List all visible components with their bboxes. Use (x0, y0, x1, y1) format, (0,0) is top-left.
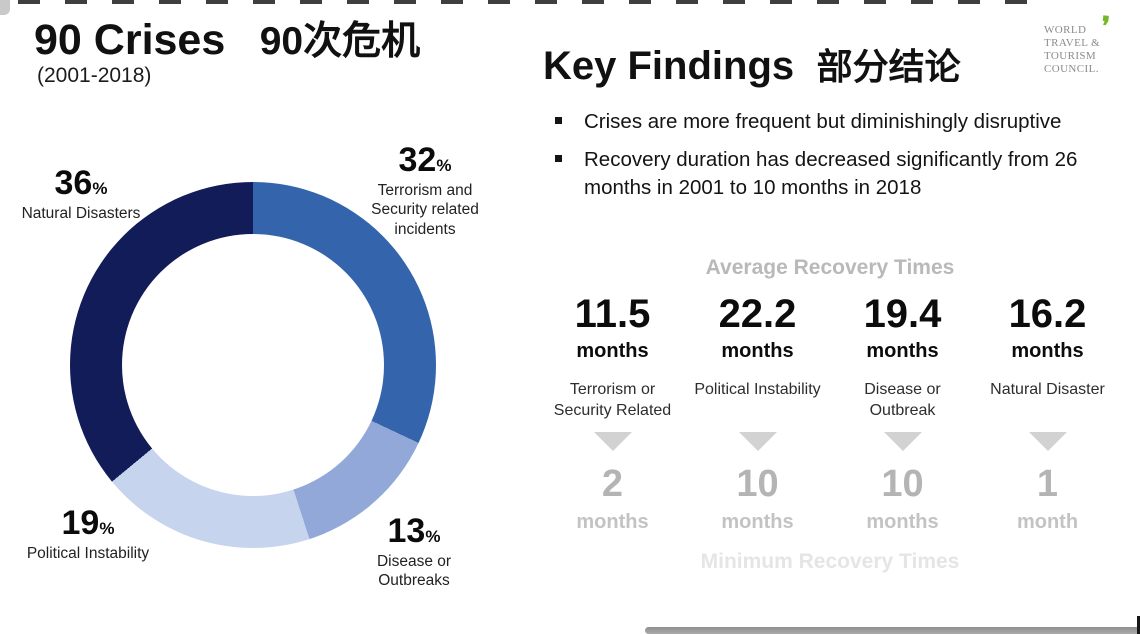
arrow-down-icon (738, 432, 777, 451)
callout-terrorism-percent: 32% (352, 143, 498, 177)
percent-sign: % (425, 527, 441, 546)
bullet-item: Crises are more frequent but diminishing… (552, 108, 1127, 135)
callout-disease-outbreaks-percent: 13% (343, 514, 485, 548)
percent-sign: % (436, 156, 452, 175)
category-label: Political Instability (694, 381, 821, 398)
wttc-logo: ❜ WORLD TRAVEL & TOURISM COUNCIL. (1044, 12, 1124, 76)
page-title: 90 Crises 90次危机 (34, 10, 420, 66)
average-unit: months (866, 340, 939, 362)
callout-terrorism-label: Terrorism and Security related incidents (371, 182, 479, 238)
callout-natural-disasters-label: Natural Disasters (21, 205, 141, 222)
category-label: Disease or Outbreak (864, 381, 941, 419)
minimum-recovery-heading: Minimum Recovery Times (700, 550, 960, 573)
key-findings-heading-zh: 部分结论 (816, 46, 961, 87)
average-value: 11.5 (574, 292, 651, 336)
average-unit: months (1011, 340, 1084, 362)
callout-political-instability-percent: 19% (17, 506, 159, 540)
percent-value: 13 (387, 512, 426, 550)
minimum-value: 10 (881, 463, 924, 505)
callout-natural-disasters-percent: 36% (11, 166, 151, 200)
donut-hole (122, 234, 384, 496)
minimum-value: 1 (1036, 463, 1059, 505)
recovery-column-disease: 19.4 months Disease or Outbreak 10 month… (830, 294, 975, 534)
percent-value: 36 (54, 164, 93, 202)
percent-sign: % (99, 519, 115, 538)
recovery-column-natural: 16.2 months Natural Disaster 1 month (975, 294, 1120, 534)
horizontal-scrollbar[interactable] (645, 627, 1140, 634)
average-value: 19.4 (863, 292, 942, 336)
percent-value: 32 (398, 141, 437, 179)
arrow-down-icon (1028, 432, 1067, 451)
top-left-corner-artifact (0, 0, 10, 15)
right-edge-artifact (1137, 616, 1140, 634)
minimum-unit: months (576, 511, 649, 533)
average-recovery-heading: Average Recovery Times (705, 256, 955, 279)
key-findings-bullets: Crises are more frequent but diminishing… (552, 108, 1127, 212)
average-value: 22.2 (718, 292, 797, 336)
percent-sign: % (92, 179, 108, 198)
average-unit: months (576, 340, 649, 362)
recovery-column-political: 22.2 months Political Instability 10 mon… (685, 294, 830, 534)
category-label: Natural Disaster (990, 381, 1105, 398)
minimum-value: 2 (601, 463, 624, 505)
bullet-text: Crises are more frequent but diminishing… (584, 110, 1062, 133)
square-bullet-icon (555, 155, 562, 163)
square-bullet-icon (555, 117, 562, 124)
wttc-logo-line: COUNCIL. (1044, 62, 1099, 75)
arrow-down-icon (883, 432, 922, 451)
recovery-column-terrorism: 11.5 months Terrorism or Security Relate… (540, 294, 685, 534)
minimum-unit: months (721, 511, 794, 533)
wttc-logo-line: TRAVEL & (1044, 36, 1101, 49)
key-findings-heading-en: Key Findings (543, 44, 795, 88)
page-title-zh: 90次危机 (259, 20, 421, 63)
bullet-item: Recovery duration has decreased signific… (552, 146, 1127, 201)
wttc-logo-line: TOURISM (1044, 49, 1097, 62)
wttc-logo-line: WORLD (1044, 24, 1087, 36)
callout-political-instability-label: Political Instability (26, 545, 150, 562)
callout-political-instability: 19% Political Instability (17, 506, 159, 563)
recovery-columns: 11.5 months Terrorism or Security Relate… (540, 294, 1120, 534)
percent-value: 19 (61, 504, 100, 542)
minimum-unit: month (1016, 511, 1079, 533)
average-value: 16.2 (1008, 292, 1087, 336)
recovery-times-section: Average Recovery Times 11.5 months Terro… (540, 256, 1120, 574)
arrow-down-icon (593, 432, 632, 451)
callout-disease-outbreaks-label: Disease or Outbreaks (376, 553, 452, 590)
page-subtitle: (2001-2018) (37, 64, 152, 87)
page-title-en: 90 Crises (34, 16, 226, 64)
minimum-unit: months (866, 511, 939, 533)
callout-disease-outbreaks: 13% Disease or Outbreaks (343, 514, 485, 591)
donut-chart (70, 182, 436, 548)
average-unit: months (721, 340, 794, 362)
minimum-value: 10 (736, 463, 779, 505)
bullet-text: Recovery duration has decreased signific… (584, 148, 1078, 199)
top-edge-artifact (18, 0, 1038, 4)
category-label: Terrorism or Security Related (553, 381, 672, 419)
callout-natural-disasters: 36% Natural Disasters (11, 166, 151, 223)
callout-terrorism: 32% Terrorism and Security related incid… (352, 143, 498, 239)
key-findings-heading: Key Findings 部分结论 (543, 38, 961, 90)
